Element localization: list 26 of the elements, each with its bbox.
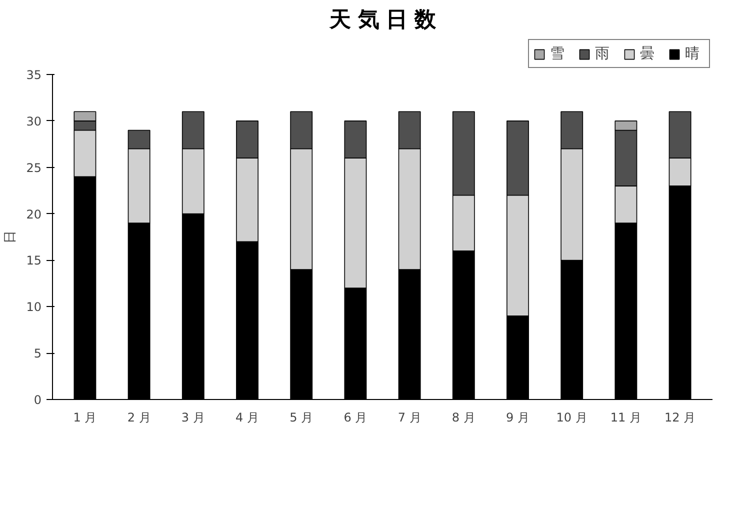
x-tick-label: 1 月 — [73, 410, 97, 424]
legend-label: 晴 — [685, 44, 701, 63]
y-tick-label: 0 — [34, 393, 42, 407]
x-tick-label: 5 月 — [290, 410, 314, 424]
x-tick-label: 10 月 — [556, 410, 588, 424]
x-tick-label: 6 月 — [344, 410, 368, 424]
y-tick-label: 20 — [26, 207, 42, 222]
y-tick-label: 25 — [26, 160, 42, 175]
x-tick-label: 11 月 — [610, 410, 642, 424]
x-tick-label: 4 月 — [236, 410, 259, 424]
chart-title: 天 気 日 数 — [328, 8, 437, 32]
legend-label: 曇 — [640, 44, 656, 63]
y-tick-label: 35 — [26, 68, 42, 82]
legend-label: 雨 — [595, 44, 611, 63]
x-tick-label: 9 月 — [506, 410, 530, 424]
x-tick-label: 12 月 — [664, 410, 696, 424]
x-tick-label: 8 月 — [452, 410, 476, 424]
x-tick-label: 7 月 — [398, 410, 422, 424]
y-tick-label: 15 — [26, 254, 42, 268]
y-tick-label: 5 — [34, 346, 42, 361]
x-tick-label: 3 月 — [181, 410, 205, 424]
y-axis-title: 日 — [3, 230, 18, 244]
y-tick-label: 30 — [26, 114, 42, 128]
y-tick-label: 10 — [26, 300, 42, 314]
legend-label: 雪 — [550, 44, 566, 63]
x-tick-label: 2 月 — [127, 410, 151, 424]
